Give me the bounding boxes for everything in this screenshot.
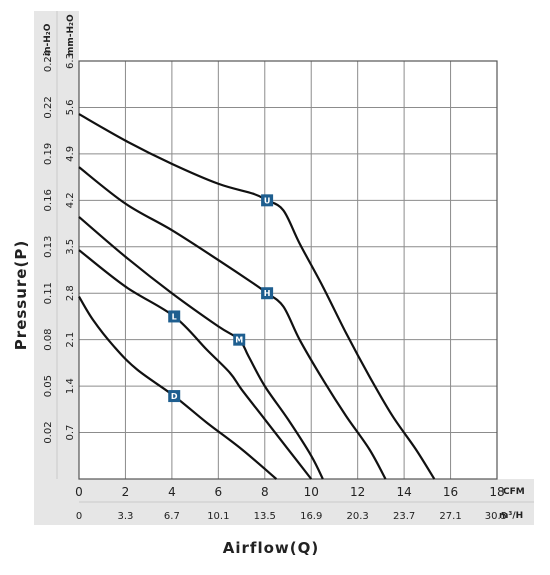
x-tick-label: 16 xyxy=(443,485,458,499)
y-secondary-tick-label: 0.19 xyxy=(43,143,54,165)
marker-label-h: H xyxy=(264,289,271,298)
x-secondary-tick-label: 30.5 xyxy=(485,511,507,522)
x-secondary-tick-label: 13.5 xyxy=(254,511,276,522)
y-tick-label: 4.9 xyxy=(65,146,76,162)
marker-label-d: D xyxy=(171,392,178,401)
x-unit-secondary: m³/H xyxy=(499,511,523,521)
curve-m xyxy=(78,216,324,480)
curve-u xyxy=(78,113,436,480)
y-tick-label: 0.7 xyxy=(65,425,76,441)
y-tick-label: 6.3 xyxy=(65,53,76,69)
y-axis-title: Pressure(P) xyxy=(12,240,30,350)
x-secondary-tick-label: 16.9 xyxy=(300,511,322,522)
x-secondary-tick-label: 0 xyxy=(76,511,82,522)
y-secondary-tick-label: 0.24 xyxy=(43,50,54,72)
x-secondary-tick-label: 23.7 xyxy=(393,511,415,522)
x-axis-title: Airflow(Q) xyxy=(223,539,319,557)
y-tick-label: 3.5 xyxy=(65,239,76,255)
performance-curves xyxy=(78,113,436,480)
y-secondary-tick-label: 0.05 xyxy=(43,375,54,397)
x-secondary-tick-label: 20.3 xyxy=(347,511,369,522)
x-secondary-tick-label: 27.1 xyxy=(439,511,461,522)
y-secondary-tick-labels: 0.02 0.05 0.08 0.11 0.13 0.16 0.19 0.22 0.24 xyxy=(43,50,54,444)
y-secondary-tick-label: 0.11 xyxy=(43,282,54,304)
x-tick-label: 6 xyxy=(215,485,223,499)
marker-box-m xyxy=(233,333,246,346)
y-tick-labels: 0.7 1.4 2.1 2.8 3.5 4.2 4.9 5.6 6.3 xyxy=(65,53,76,440)
y-secondary-tick-label: 0.22 xyxy=(43,96,54,118)
x-tick-label: 10 xyxy=(304,485,319,499)
marker-box-h xyxy=(261,287,274,300)
curve-d xyxy=(78,295,278,480)
x-tick-labels: 0 2 4 6 8 10 12 14 16 18 xyxy=(75,485,504,499)
marker-box-d xyxy=(168,390,181,403)
x-tick-label: 2 xyxy=(122,485,130,499)
marker-label-m: M xyxy=(235,336,243,345)
y-tick-label: 4.2 xyxy=(65,192,76,208)
x-secondary-tick-label: 3.3 xyxy=(117,511,133,522)
curve-h xyxy=(78,166,387,480)
x-secondary-tick-label: 10.1 xyxy=(207,511,229,522)
x-tick-label: 0 xyxy=(75,485,83,499)
x-secondary-tick-labels: 0 3.3 6.7 10.1 13.5 16.9 20.3 23.7 27.1 30.5 xyxy=(76,511,507,522)
y-tick-label: 2.1 xyxy=(65,332,76,348)
marker-box-u xyxy=(261,194,274,207)
curve-markers: U H M L D xyxy=(168,194,274,403)
marker-label-l: L xyxy=(172,312,177,321)
curve-l xyxy=(78,249,313,480)
y-secondary-tick-label: 0.02 xyxy=(43,421,54,443)
x-tick-label: 8 xyxy=(261,485,269,499)
plot-frame xyxy=(78,60,498,480)
y-secondary-tick-label: 0.16 xyxy=(43,189,54,211)
y-unit-secondary: in-H₂O xyxy=(43,23,53,56)
y-secondary-tick-label: 0.13 xyxy=(43,236,54,258)
x-tick-label: 14 xyxy=(396,485,411,499)
x-tick-label: 18 xyxy=(489,485,504,499)
marker-label-u: U xyxy=(264,196,271,205)
y-tick-label: 1.4 xyxy=(65,378,76,394)
grid xyxy=(79,61,497,479)
x-tick-label: 12 xyxy=(350,485,365,499)
x-unit-primary: CFM xyxy=(503,487,525,497)
y-tick-label: 5.6 xyxy=(65,99,76,115)
x-tick-label: 4 xyxy=(168,485,176,499)
marker-box-l xyxy=(168,310,181,323)
y-tick-label: 2.8 xyxy=(65,285,76,301)
y-unit-primary: mm-H₂O xyxy=(66,14,76,56)
y-secondary-tick-label: 0.08 xyxy=(43,329,54,351)
x-secondary-tick-label: 6.7 xyxy=(164,511,180,522)
